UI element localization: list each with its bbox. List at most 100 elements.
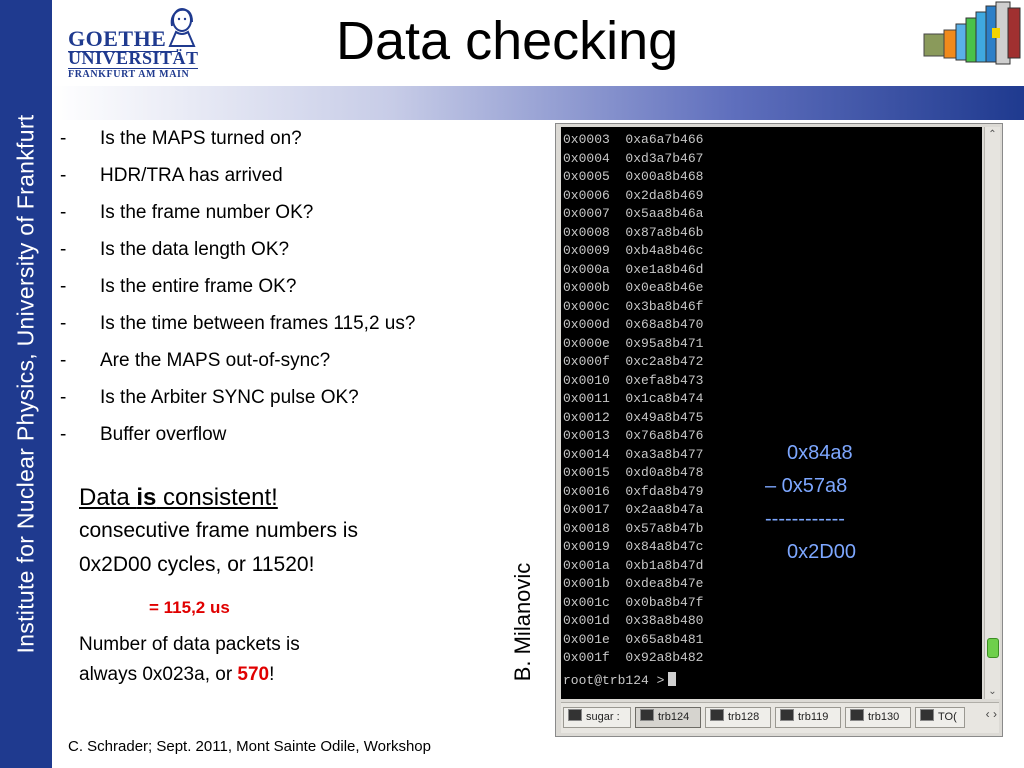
scrollbar-thumb[interactable] — [987, 637, 999, 658]
university-logo: GOETHE UNIVERSITÄT FRANKFURT AM MAIN — [68, 6, 208, 84]
terminal-line: 0x0014 0xa3a8b477 — [563, 446, 704, 462]
consistency-heading: Data is consistent! — [79, 484, 459, 512]
terminal-line: 0x0005 0x00a8b468 — [563, 169, 704, 184]
footer: C. Schrader; Sept. 2011, Mont Sainte Odi… — [68, 738, 431, 755]
task-button-trb130[interactable]: trb130 — [845, 707, 911, 728]
terminal-line: 0x0004 0xd3a7b467 — [563, 150, 704, 166]
chevron-down-icon[interactable]: ⌄ — [988, 686, 997, 697]
text-cursor — [668, 672, 677, 686]
header-gradient-bar — [52, 86, 1024, 120]
taskbar-nav: ‹ › — [986, 707, 997, 721]
logo-divider — [68, 51, 178, 52]
chevron-up-icon[interactable]: ⌃ — [988, 129, 997, 140]
packets-count: 570 — [237, 664, 270, 685]
bullet-text: HDR/TRA has arrived — [100, 165, 283, 186]
terminal-line: 0x001a 0xb1a8b47d — [563, 557, 704, 573]
author-credit: B. Milanovic — [510, 562, 535, 682]
terminal-line: 0x000e 0x95a8b471 — [563, 335, 704, 351]
consistency-text: consecutive frame numbers is — [79, 519, 358, 542]
bullet-dash: - — [60, 424, 67, 445]
bullet-text: Is the time between frames 115,2 us? — [100, 313, 416, 334]
packets-text: always 0x023a, or 570! — [79, 664, 274, 686]
terminal-prompt: root@trb124 > — [563, 672, 677, 688]
bullet-dash: - — [60, 276, 67, 297]
bullet-dash: - — [60, 350, 67, 371]
terminal-line: 0x0017 0x2aa8b47a — [563, 502, 704, 517]
terminal-line: 0x0019 0x84a8b47c — [563, 539, 704, 554]
subtraction-annotation: 0x84a8 – 0x57a8 ------------ 0x2D00 — [757, 437, 887, 569]
side-band: Institute for Nuclear Physics, Universit… — [0, 0, 52, 768]
terminal-line: 0x0013 0x76a8b476 — [563, 428, 704, 443]
bullet-dash: - — [60, 202, 67, 223]
terminal-line: 0x000d 0x68a8b470 — [563, 317, 704, 332]
packets-suffix: ! — [269, 664, 275, 685]
heading-text: consistent! — [156, 484, 278, 511]
terminal-icon — [850, 709, 864, 721]
terminal-taskbar: sugar : trb124 trb128 trb119 trb130 TO( … — [561, 702, 999, 733]
terminal-line: 0x000f 0xc2a8b472 — [563, 354, 704, 369]
task-button-trb119[interactable]: trb119 — [775, 707, 841, 728]
calc-result: 0x2D00 — [787, 541, 856, 563]
heading-text: Data — [79, 484, 137, 511]
terminal-line: 0x001b 0xdea8b47e — [563, 576, 704, 591]
terminal-line: 0x0011 0x1ca8b474 — [563, 391, 704, 406]
terminal-window: 0x0003 0xa6a7b466 0x0004 0xd3a7b467 0x0005… — [555, 123, 1003, 737]
terminal-line: 0x000b 0x0ea8b46e — [563, 280, 704, 295]
terminal-icon — [920, 709, 934, 721]
packets-prefix: always 0x023a, or — [79, 664, 238, 685]
terminal-line: 0x0010 0xefa8b473 — [563, 372, 704, 388]
terminal-icon — [640, 709, 654, 721]
bullet-dash: - — [60, 313, 67, 334]
terminal-line: 0x001c 0x0ba8b47f — [563, 594, 704, 610]
terminal-line: 0x001f 0x92a8b482 — [563, 650, 704, 665]
terminal-line: 0x0006 0x2da8b469 — [563, 187, 704, 203]
terminal-line: 0x001d 0x38a8b480 — [563, 613, 704, 628]
task-label: TO( — [938, 711, 957, 723]
terminal-line: 0x0018 0x57a8b47b — [563, 520, 704, 536]
task-label: trb119 — [798, 711, 829, 723]
packets-text: Number of data packets is — [79, 634, 300, 655]
bullet-dash: - — [60, 239, 67, 260]
bullet-text: Buffer overflow — [100, 424, 227, 445]
terminal-line: 0x0012 0x49a8b475 — [563, 409, 704, 425]
bullet-text: Is the MAPS turned on? — [100, 128, 302, 149]
task-label: sugar : — [586, 711, 620, 723]
goethe-portrait-icon — [168, 8, 196, 47]
terminal-line: 0x0007 0x5aa8b46a — [563, 206, 704, 221]
bullet-text: Is the Arbiter SYNC pulse OK? — [100, 387, 359, 408]
bullet-text: Is the data length OK? — [100, 239, 290, 260]
terminal-icon — [710, 709, 724, 721]
prompt-text: root@trb124 > — [563, 673, 665, 688]
task-label: trb128 — [728, 711, 760, 723]
heading-bold-text: is — [136, 484, 157, 511]
task-label: trb124 — [658, 711, 690, 723]
calc-subtrahend: – 0x57a8 — [765, 475, 848, 497]
task-button-trb124[interactable]: trb124 — [635, 707, 701, 728]
terminal-line: 0x0003 0xa6a7b466 — [563, 132, 704, 147]
consistency-block: Data is consistent! consecutive frame nu… — [79, 484, 459, 685]
bullet-text: Is the entire frame OK? — [100, 276, 297, 297]
terminal-line: 0x0009 0xb4a8b46c — [563, 243, 704, 258]
terminal-output: 0x0003 0xa6a7b466 0x0004 0xd3a7b467 0x0005… — [563, 131, 703, 668]
bullet-text: Is the frame number OK? — [100, 202, 314, 223]
terminal-icon — [568, 709, 582, 721]
task-button-trb128[interactable]: trb128 — [705, 707, 771, 728]
bullet-dash: - — [60, 165, 67, 186]
calc-rule: ------------ — [765, 508, 845, 530]
terminal-screen[interactable]: 0x0003 0xa6a7b466 0x0004 0xd3a7b467 0x0005… — [561, 127, 982, 699]
terminal-scrollbar[interactable]: ⌃ ⌄ — [984, 127, 1000, 699]
consistency-text: 0x2D00 cycles, or 11520! — [79, 553, 315, 576]
terminal-line: 0x0015 0xd0a8b478 — [563, 465, 704, 480]
period-result: = 115,2 us — [149, 598, 230, 617]
chevron-left-icon[interactable]: ‹ — [985, 707, 990, 721]
logo-divider — [68, 68, 198, 69]
detector-icon — [923, 1, 1021, 65]
slide-title: Data checking — [336, 11, 679, 71]
logo-line-universitaet: UNIVERSITÄT — [68, 48, 199, 68]
terminal-line: 0x000c 0x3ba8b46f — [563, 298, 704, 314]
institute-label: Institute for Nuclear Physics, Universit… — [12, 114, 39, 654]
task-button-sugar[interactable]: sugar : — [563, 707, 631, 728]
chevron-right-icon[interactable]: › — [993, 707, 997, 721]
task-button-to[interactable]: TO( — [915, 707, 965, 728]
logo-line-city: FRANKFURT AM MAIN — [68, 69, 190, 80]
